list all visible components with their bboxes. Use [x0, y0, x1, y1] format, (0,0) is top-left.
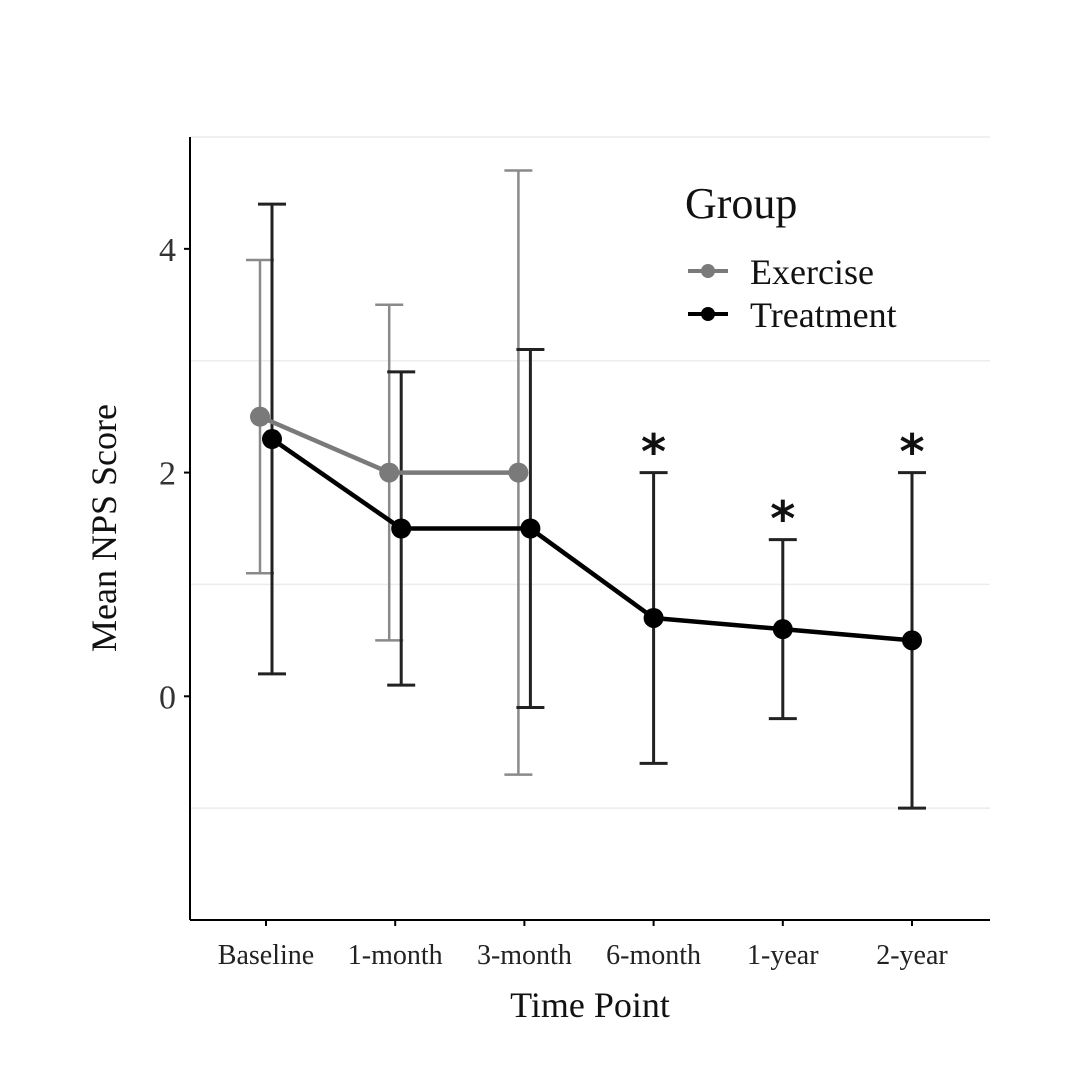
- legend: Group Exercise Treatment: [685, 179, 897, 335]
- y-axis-label: Mean NPS Score: [84, 404, 124, 652]
- x-tick-label: 6-month: [606, 940, 701, 971]
- point-exercise: [250, 406, 270, 427]
- significance-asterisk: *: [899, 425, 924, 481]
- point-treatment: [643, 607, 664, 628]
- x-tick-label: 1-month: [348, 940, 443, 971]
- point-treatment: [772, 619, 793, 640]
- y-tick-label: 4: [159, 232, 176, 269]
- grid-lines: [190, 136, 990, 809]
- x-ticks: Baseline 1-month 3-month 6-month 1-year 2-yea…: [218, 920, 948, 971]
- point-exercise: [379, 462, 400, 483]
- point-treatment: [520, 518, 541, 539]
- line-treatment: [270, 437, 913, 643]
- x-tick-label: 3-month: [477, 940, 572, 971]
- legend-item-treatment: Treatment: [688, 295, 897, 335]
- legend-item-exercise: Exercise: [688, 252, 874, 292]
- legend-title: Group: [685, 179, 797, 228]
- legend-label-treatment: Treatment: [750, 295, 897, 335]
- point-treatment: [262, 429, 282, 450]
- legend-marker-treatment: [701, 307, 715, 321]
- x-tick-label: 2-year: [876, 940, 948, 971]
- plot-marks: * * *: [246, 169, 926, 810]
- point-treatment: [391, 518, 412, 539]
- x-tick-label: 1-year: [747, 940, 819, 971]
- point-treatment: [902, 630, 922, 651]
- point-exercise: [508, 462, 529, 483]
- x-tick-label: Baseline: [218, 940, 314, 971]
- legend-marker-exercise: [701, 264, 715, 278]
- y-tick-label: 2: [159, 456, 176, 493]
- y-tick-label: 0: [159, 679, 176, 716]
- significance-asterisk: *: [770, 492, 795, 548]
- y-ticks: 0 2 4: [159, 232, 190, 716]
- x-axis-label: Time Point: [510, 985, 670, 1025]
- legend-label-exercise: Exercise: [750, 252, 874, 292]
- significance-asterisk: *: [641, 425, 666, 481]
